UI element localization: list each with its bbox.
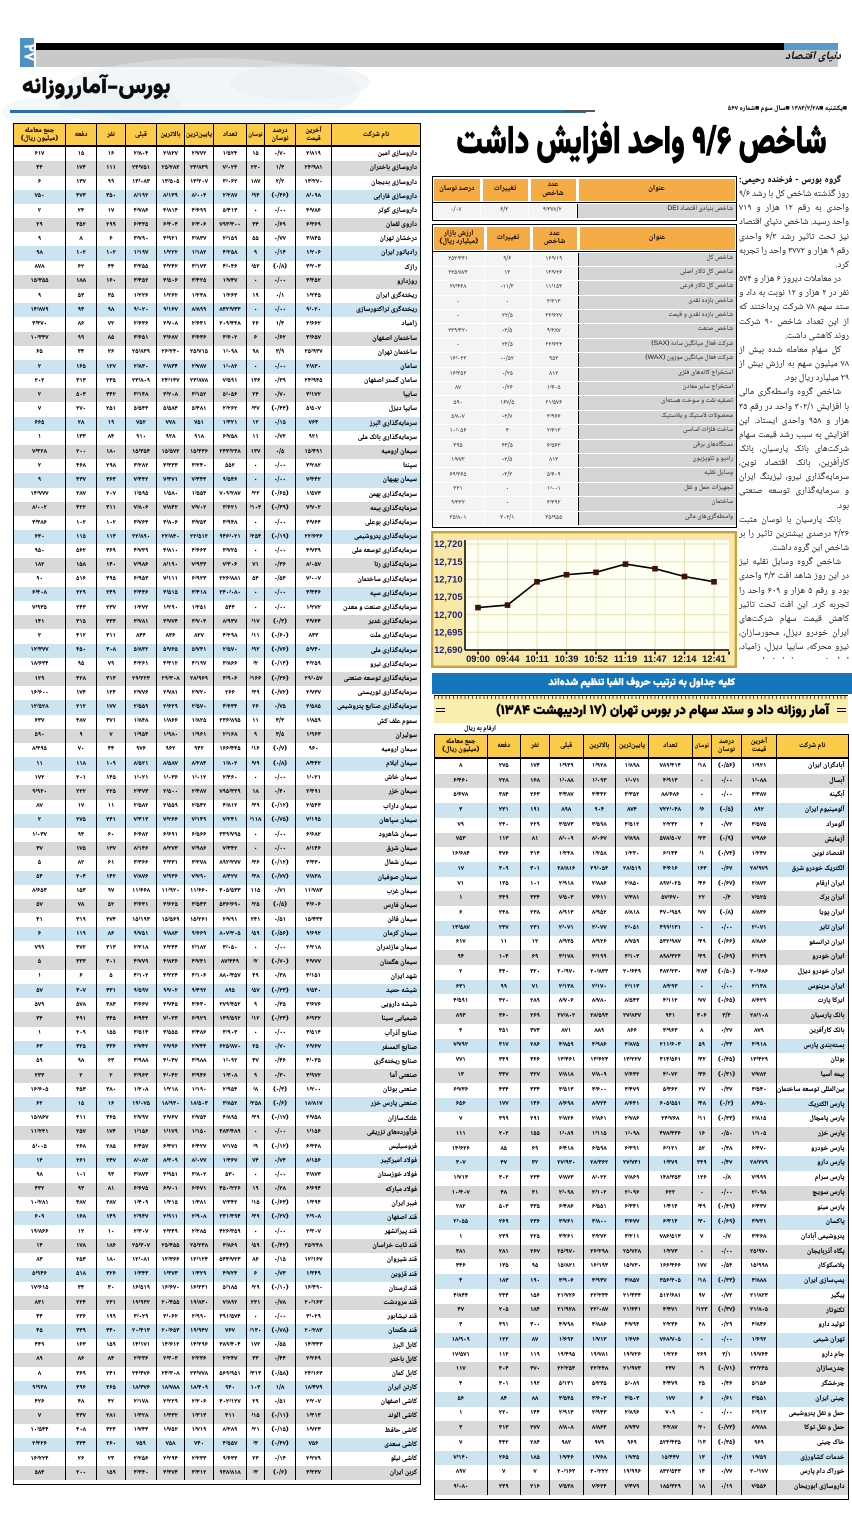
svg-text:12,720: 12,720 — [434, 539, 462, 549]
svg-text:12:41: 12:41 — [702, 654, 726, 664]
svg-text:09:44: 09:44 — [496, 654, 521, 664]
svg-text:10:11: 10:11 — [525, 654, 548, 664]
svg-text:11:19: 11:19 — [614, 654, 637, 664]
svg-text:12,715: 12,715 — [434, 557, 462, 567]
svg-text:12,710: 12,710 — [434, 575, 462, 585]
svg-text:10:39: 10:39 — [555, 654, 579, 664]
svg-text:12,690: 12,690 — [434, 645, 462, 655]
svg-text:11:47: 11:47 — [643, 654, 666, 664]
svg-text:12,695: 12,695 — [434, 628, 462, 638]
svg-text:12:14: 12:14 — [673, 654, 698, 664]
svg-text:12,700: 12,700 — [434, 610, 462, 620]
svg-text:10:52: 10:52 — [584, 654, 608, 664]
svg-text:09:00: 09:00 — [466, 654, 490, 664]
svg-text:12,705: 12,705 — [434, 592, 462, 602]
